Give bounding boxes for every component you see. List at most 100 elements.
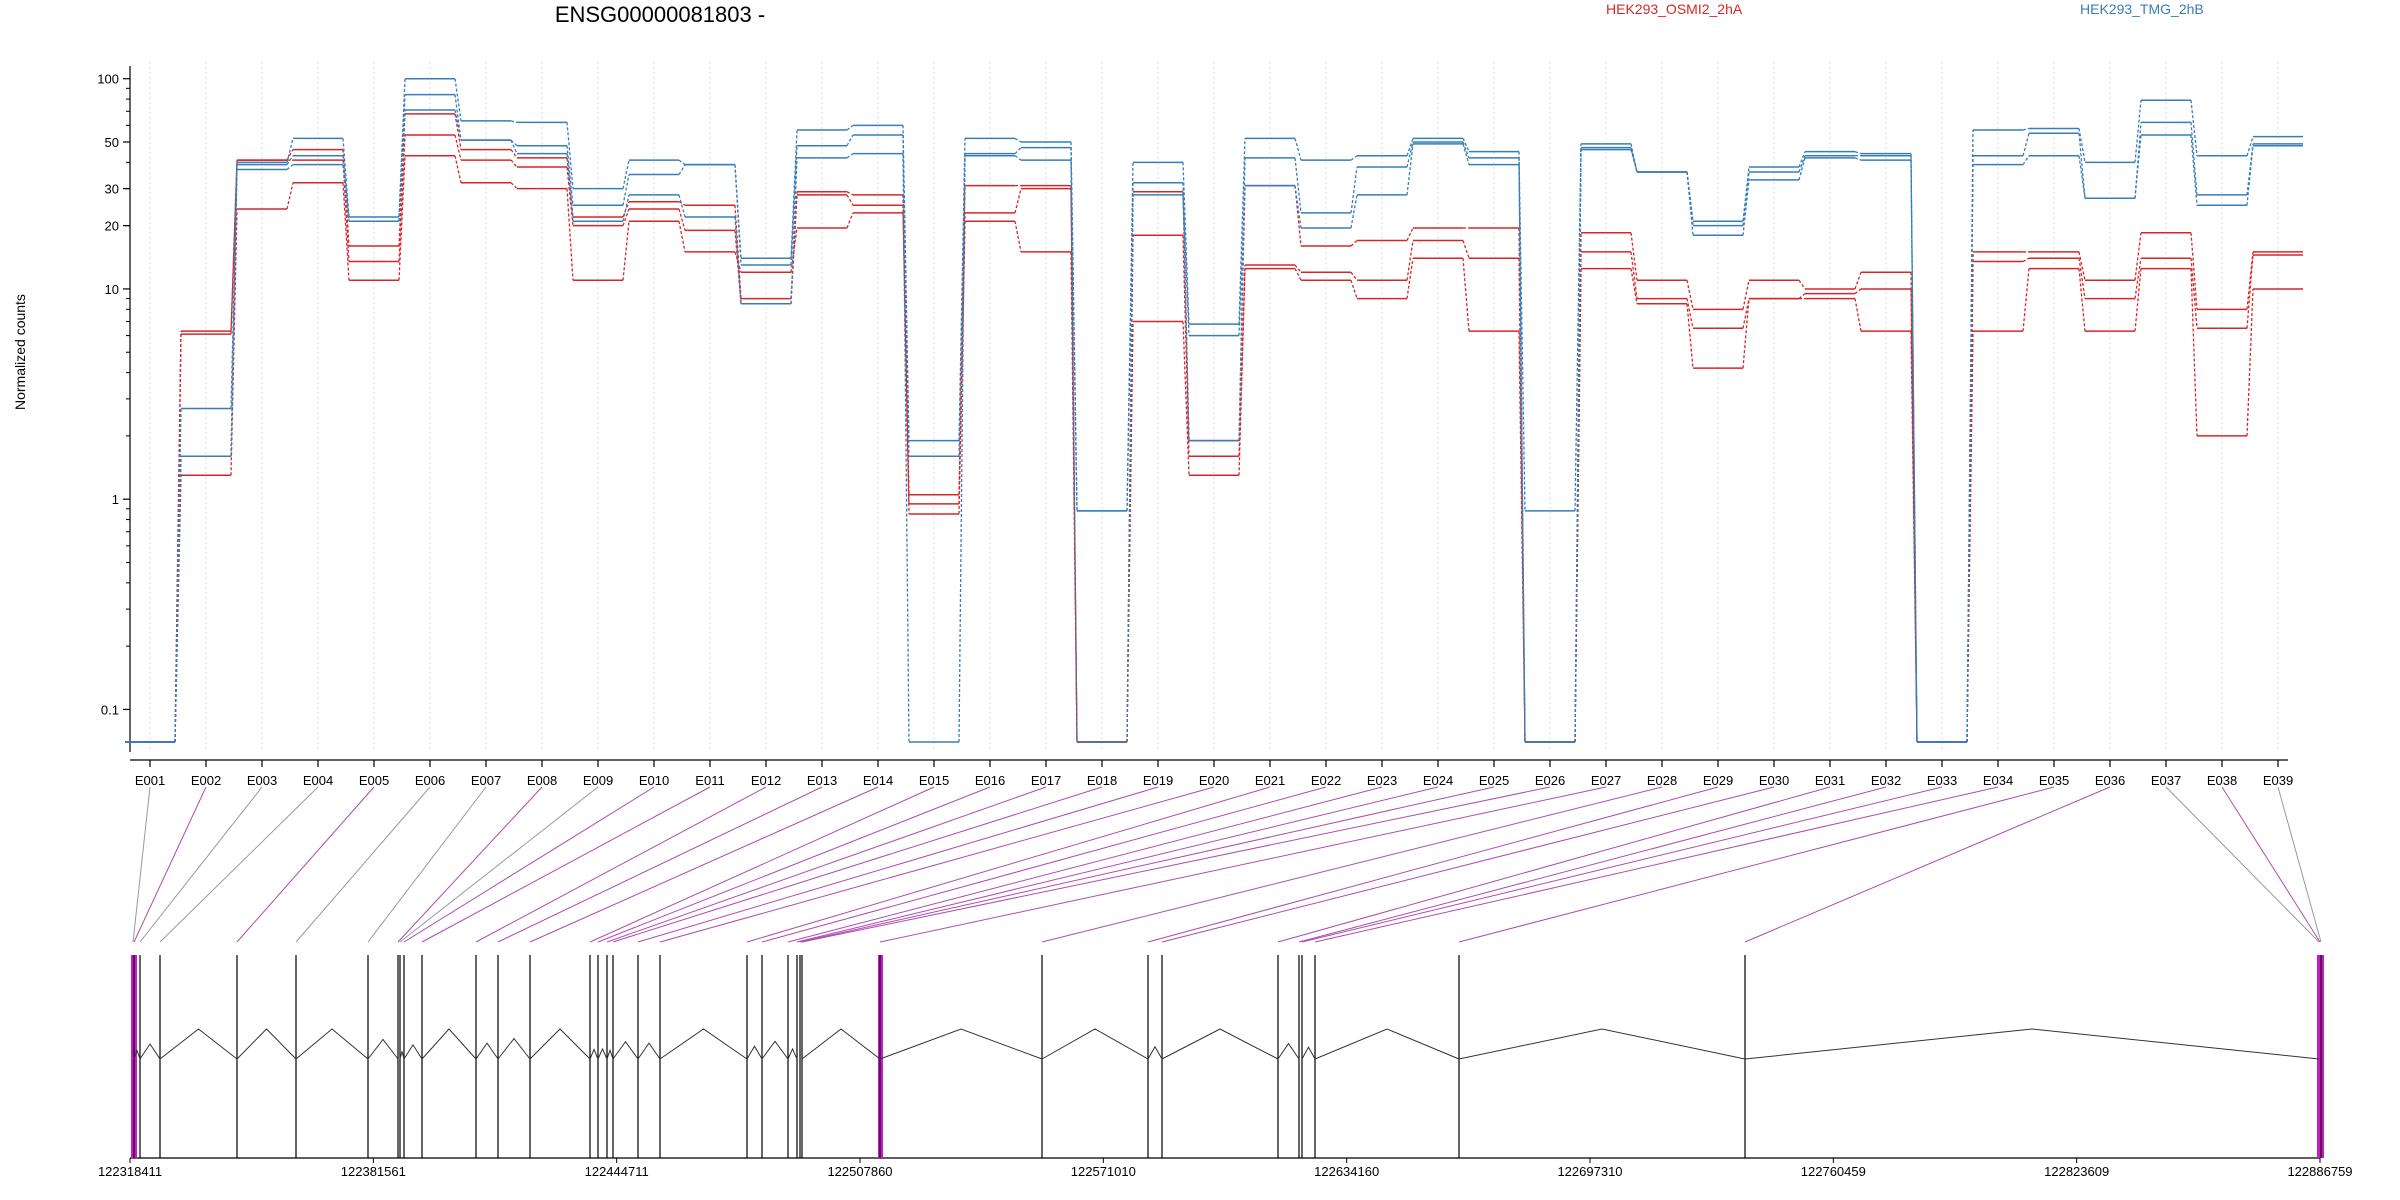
x-tick-label: E030 — [1759, 773, 1789, 788]
x-tick-label: E029 — [1703, 773, 1733, 788]
x-tick-label: E005 — [359, 773, 389, 788]
x-tick-label: E003 — [247, 773, 277, 788]
series-connector — [174, 109, 2254, 743]
y-tick-label: 100 — [97, 72, 119, 87]
genomic-tick-label: 122886759 — [2287, 1164, 2352, 1179]
exon-connector — [589, 786, 935, 943]
exon-connector — [879, 786, 1607, 943]
x-tick-label: E016 — [975, 773, 1005, 788]
exon-connector — [497, 786, 823, 943]
exon-connector — [1041, 786, 1663, 943]
exon-connector — [606, 786, 1047, 943]
exon-connector — [659, 786, 1215, 943]
x-tick-label: E019 — [1143, 773, 1173, 788]
x-tick-label: E033 — [1927, 773, 1957, 788]
x-tick-label: E006 — [415, 773, 445, 788]
exon-connector — [132, 786, 151, 943]
genomic-tick-label: 122634160 — [1314, 1164, 1379, 1179]
exon-connector — [139, 786, 263, 943]
x-tick-label: E013 — [807, 773, 837, 788]
x-tick-label: E002 — [191, 773, 221, 788]
x-tick-label: E031 — [1815, 773, 1845, 788]
exon-connector — [1301, 786, 1943, 943]
y-tick-label: 30 — [105, 182, 119, 197]
x-tick-label: E007 — [471, 773, 501, 788]
exon-connector — [1458, 786, 2055, 943]
x-tick-label: E037 — [2151, 773, 2181, 788]
exon-connector — [397, 786, 543, 943]
x-tick-label: E021 — [1255, 773, 1285, 788]
x-tick-label: E028 — [1647, 773, 1677, 788]
x-tick-label: E018 — [1087, 773, 1117, 788]
genomic-tick-label: 122381561 — [341, 1164, 406, 1179]
exon-connector — [159, 786, 319, 943]
legend-tmg: HEK293_TMG_2hB — [2080, 1, 2204, 17]
genomic-tick-label: 122697310 — [1557, 1164, 1622, 1179]
exon-connector — [475, 786, 767, 943]
x-tick-label: E036 — [2095, 773, 2125, 788]
exon-connector — [801, 786, 1551, 943]
exon-connector — [399, 786, 599, 943]
x-tick-label: E038 — [2207, 773, 2237, 788]
intron-chevron — [133, 1028, 2320, 1060]
y-tick-label: 0.1 — [101, 702, 119, 717]
exon-connector — [295, 786, 431, 943]
x-tick-label: E001 — [135, 773, 165, 788]
x-tick-label: E032 — [1871, 773, 1901, 788]
x-tick-label: E014 — [863, 773, 893, 788]
exon-connector — [787, 786, 1383, 943]
exon-connector — [403, 786, 655, 943]
exon-connector — [236, 786, 375, 943]
x-tick-label: E010 — [639, 773, 669, 788]
y-tick-label: 10 — [105, 282, 119, 297]
genomic-tick-label: 122823609 — [2044, 1164, 2109, 1179]
exon-connector — [1314, 786, 1999, 943]
y-tick-label: 50 — [105, 135, 119, 150]
x-tick-label: E022 — [1311, 773, 1341, 788]
genomic-tick-label: 122571010 — [1071, 1164, 1136, 1179]
genomic-tick-label: 122507860 — [827, 1164, 892, 1179]
exon-connector — [421, 786, 711, 943]
exon-connector — [1298, 786, 1887, 943]
x-tick-label: E015 — [919, 773, 949, 788]
exon-connector — [761, 786, 1327, 943]
exon-connector — [367, 786, 487, 943]
x-tick-label: E034 — [1983, 773, 2013, 788]
genomic-tick-label: 122444711 — [585, 1164, 649, 1179]
x-tick-label: E027 — [1591, 773, 1621, 788]
x-tick-label: E024 — [1423, 773, 1453, 788]
genomic-tick-label: 122318411 — [98, 1164, 162, 1179]
x-tick-label: E035 — [2039, 773, 2069, 788]
x-tick-label: E026 — [1535, 773, 1565, 788]
exon-connector — [133, 786, 207, 943]
exon-connector — [796, 786, 1439, 943]
legend-osmi2: HEK293_OSMI2_2hA — [1606, 1, 1743, 17]
exon-connector — [746, 786, 1271, 943]
exon-connector — [612, 786, 1103, 943]
y-tick-label: 1 — [112, 492, 119, 507]
x-tick-label: E039 — [2263, 773, 2293, 788]
exon-connector — [529, 786, 879, 943]
x-tick-label: E009 — [583, 773, 613, 788]
chart-title: ENSG00000081803 - — [554, 2, 766, 27]
x-tick-label: E025 — [1479, 773, 1509, 788]
x-tick-label: E023 — [1367, 773, 1397, 788]
exon-connector — [799, 786, 1495, 943]
exon-connector — [2165, 786, 2320, 943]
y-tick-label: 20 — [105, 219, 119, 234]
x-tick-label: E004 — [303, 773, 333, 788]
exon-connector — [2277, 786, 2322, 943]
x-tick-label: E017 — [1031, 773, 1061, 788]
x-tick-label: E020 — [1199, 773, 1229, 788]
exon-connector — [1277, 786, 1831, 943]
genomic-tick-label: 122760459 — [1801, 1164, 1866, 1179]
x-tick-label: E012 — [751, 773, 781, 788]
exon-connector — [597, 786, 991, 943]
exon-connector — [1147, 786, 1719, 943]
exon-connector — [1161, 786, 1775, 943]
x-tick-label: E008 — [527, 773, 557, 788]
exon-connector — [637, 786, 1159, 943]
exon-connector — [2221, 786, 2321, 943]
x-tick-label: E011 — [695, 773, 724, 788]
